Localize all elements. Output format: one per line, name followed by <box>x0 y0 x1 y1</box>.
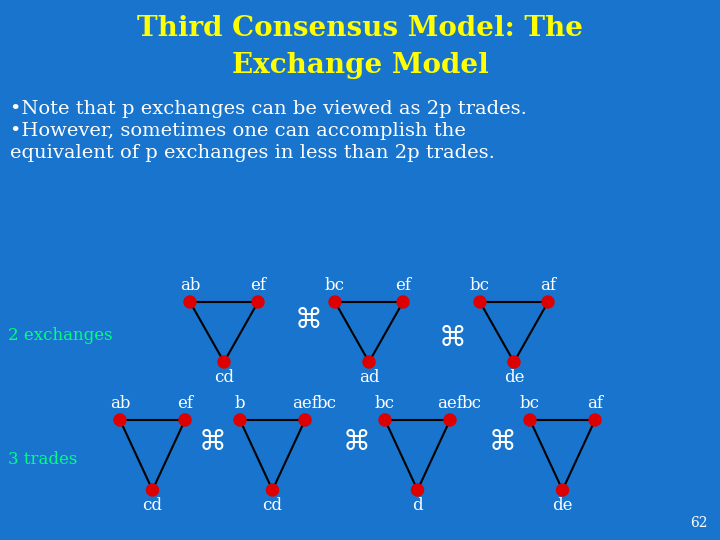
Circle shape <box>542 296 554 308</box>
Text: de: de <box>504 369 524 387</box>
Circle shape <box>184 296 196 308</box>
Text: ⌘: ⌘ <box>199 429 227 456</box>
Circle shape <box>114 414 126 426</box>
Circle shape <box>508 356 520 368</box>
Text: ad: ad <box>359 369 379 387</box>
Circle shape <box>179 414 191 426</box>
Text: de: de <box>552 497 572 515</box>
Circle shape <box>329 296 341 308</box>
Circle shape <box>299 414 311 426</box>
Text: ef: ef <box>177 395 193 413</box>
Text: cd: cd <box>143 497 163 515</box>
Circle shape <box>412 484 423 496</box>
Circle shape <box>557 484 569 496</box>
Text: ⌘: ⌘ <box>343 429 371 456</box>
Text: aef: aef <box>437 395 463 413</box>
Text: ef: ef <box>250 278 266 294</box>
Text: ef: ef <box>395 278 411 294</box>
Text: bc: bc <box>325 278 345 294</box>
Text: equivalent of p exchanges in less than 2p trades.: equivalent of p exchanges in less than 2… <box>10 144 495 162</box>
Circle shape <box>234 414 246 426</box>
Text: bc: bc <box>520 395 540 413</box>
Circle shape <box>474 296 486 308</box>
Text: af: af <box>540 278 556 294</box>
Text: cd: cd <box>263 497 282 515</box>
Text: ab: ab <box>180 278 200 294</box>
Text: ab: ab <box>109 395 130 413</box>
Circle shape <box>218 356 230 368</box>
Text: b: b <box>235 395 246 413</box>
Text: cd: cd <box>214 369 234 387</box>
Text: af: af <box>587 395 603 413</box>
Text: Exchange Model: Exchange Model <box>232 52 488 79</box>
Text: aef: aef <box>292 395 318 413</box>
Circle shape <box>363 356 375 368</box>
Text: •However, sometimes one can accomplish the: •However, sometimes one can accomplish t… <box>10 122 466 140</box>
Circle shape <box>252 296 264 308</box>
Text: ⌘: ⌘ <box>488 429 516 456</box>
Text: bc: bc <box>317 395 337 413</box>
Circle shape <box>444 414 456 426</box>
Circle shape <box>379 414 391 426</box>
Text: •Note that p exchanges can be viewed as 2p trades.: •Note that p exchanges can be viewed as … <box>10 100 527 118</box>
Text: ⌘: ⌘ <box>294 307 322 334</box>
Circle shape <box>146 484 158 496</box>
Circle shape <box>397 296 409 308</box>
Circle shape <box>589 414 601 426</box>
Text: bc: bc <box>470 278 490 294</box>
Text: ⌘: ⌘ <box>438 325 466 352</box>
Circle shape <box>524 414 536 426</box>
Text: bc: bc <box>375 395 395 413</box>
Text: bc: bc <box>462 395 482 413</box>
Text: 62: 62 <box>690 516 708 530</box>
Text: d: d <box>412 497 423 515</box>
Text: 2 exchanges: 2 exchanges <box>8 327 112 343</box>
Circle shape <box>266 484 279 496</box>
Text: 3 trades: 3 trades <box>8 451 77 469</box>
Text: Third Consensus Model: The: Third Consensus Model: The <box>137 15 583 42</box>
